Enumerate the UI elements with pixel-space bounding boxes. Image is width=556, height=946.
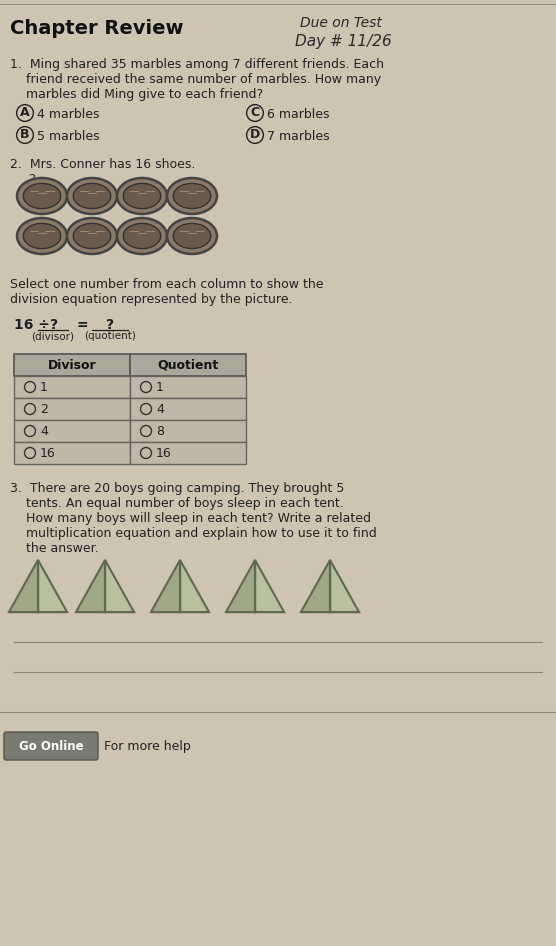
Ellipse shape (67, 218, 117, 254)
Polygon shape (76, 560, 105, 612)
Ellipse shape (117, 178, 167, 214)
FancyBboxPatch shape (130, 354, 246, 376)
Text: ?: ? (106, 318, 114, 332)
FancyBboxPatch shape (14, 376, 130, 398)
Text: Divisor: Divisor (48, 359, 96, 372)
Text: friend received the same number of marbles. How many: friend received the same number of marbl… (10, 73, 381, 86)
FancyBboxPatch shape (130, 398, 246, 420)
Text: 4: 4 (156, 402, 164, 415)
Polygon shape (226, 560, 255, 612)
Text: Quotient: Quotient (157, 359, 219, 372)
Text: Day # 11/26: Day # 11/26 (295, 34, 392, 49)
Text: Go Online: Go Online (19, 740, 83, 752)
Ellipse shape (67, 178, 117, 214)
Text: 2: 2 (40, 402, 48, 415)
Text: 7 marbles: 7 marbles (267, 130, 330, 143)
Text: the answer.: the answer. (10, 542, 98, 555)
Text: ?: ? (50, 318, 58, 332)
Text: For more help: For more help (104, 740, 191, 752)
Ellipse shape (173, 223, 211, 249)
Text: 1.  Ming shared 35 marbles among 7 different friends. Each: 1. Ming shared 35 marbles among 7 differ… (10, 58, 384, 71)
Text: division equation represented by the picture.: division equation represented by the pic… (10, 293, 292, 306)
Text: marbles did Ming give to each friend?: marbles did Ming give to each friend? (10, 88, 263, 101)
Text: B: B (20, 129, 30, 142)
Text: 6 marbles: 6 marbles (267, 108, 330, 121)
Text: 2: 2 (28, 173, 36, 186)
FancyBboxPatch shape (4, 732, 98, 760)
Ellipse shape (123, 184, 161, 209)
Polygon shape (301, 560, 330, 612)
Text: multiplication equation and explain how to use it to find: multiplication equation and explain how … (10, 527, 377, 540)
Text: 5 marbles: 5 marbles (37, 130, 100, 143)
Text: Select one number from each column to show the: Select one number from each column to sh… (10, 278, 324, 291)
Polygon shape (105, 560, 134, 612)
Ellipse shape (73, 184, 111, 209)
Polygon shape (255, 560, 284, 612)
FancyBboxPatch shape (14, 398, 130, 420)
Text: 2.  Mrs. Conner has 16 shoes.: 2. Mrs. Conner has 16 shoes. (10, 158, 195, 171)
Text: Chapter Review: Chapter Review (10, 19, 183, 38)
FancyBboxPatch shape (130, 442, 246, 464)
Ellipse shape (167, 178, 217, 214)
Text: (quotient): (quotient) (84, 331, 136, 341)
Ellipse shape (173, 184, 211, 209)
FancyBboxPatch shape (14, 442, 130, 464)
Ellipse shape (23, 184, 61, 209)
FancyBboxPatch shape (130, 420, 246, 442)
Ellipse shape (23, 223, 61, 249)
Text: 8: 8 (156, 425, 164, 437)
Ellipse shape (17, 218, 67, 254)
FancyBboxPatch shape (130, 376, 246, 398)
Ellipse shape (123, 223, 161, 249)
Text: 4: 4 (40, 425, 48, 437)
Text: 16 ÷: 16 ÷ (14, 318, 50, 332)
Text: D: D (250, 129, 260, 142)
Ellipse shape (167, 218, 217, 254)
FancyBboxPatch shape (14, 420, 130, 442)
Polygon shape (180, 560, 209, 612)
Text: A: A (20, 107, 30, 119)
Text: 1: 1 (156, 380, 164, 394)
Text: 16: 16 (156, 447, 172, 460)
Polygon shape (330, 560, 359, 612)
Text: Due on Test: Due on Test (300, 16, 382, 30)
Polygon shape (9, 560, 38, 612)
Text: C: C (250, 107, 260, 119)
Ellipse shape (117, 218, 167, 254)
Text: 1: 1 (40, 380, 48, 394)
Text: tents. An equal number of boys sleep in each tent.: tents. An equal number of boys sleep in … (10, 497, 344, 510)
Text: 16: 16 (40, 447, 56, 460)
Text: 4 marbles: 4 marbles (37, 108, 100, 121)
Text: (divisor): (divisor) (32, 331, 75, 341)
Ellipse shape (73, 223, 111, 249)
Text: 3.  There are 20 boys going camping. They brought 5: 3. There are 20 boys going camping. They… (10, 482, 344, 495)
Text: =: = (76, 318, 88, 332)
Polygon shape (151, 560, 180, 612)
Text: How many boys will sleep in each tent? Write a related: How many boys will sleep in each tent? W… (10, 512, 371, 525)
Polygon shape (38, 560, 67, 612)
FancyBboxPatch shape (14, 354, 130, 376)
Ellipse shape (17, 178, 67, 214)
